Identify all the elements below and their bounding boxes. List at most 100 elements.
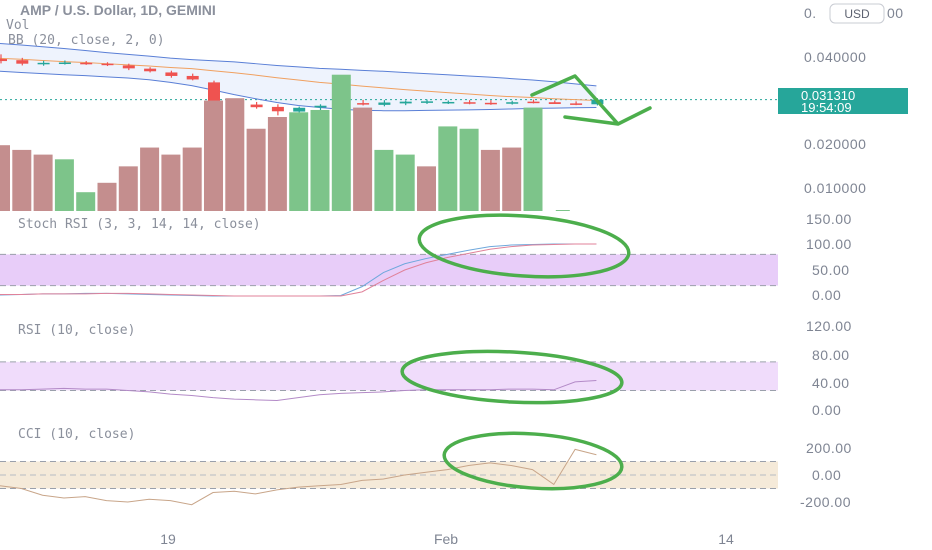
volume-bar <box>33 154 53 211</box>
cci-tick: 0.00 <box>812 467 841 483</box>
candle-body <box>570 103 583 105</box>
cci-highlight-ellipse <box>442 431 624 491</box>
volume-bar <box>97 182 117 211</box>
time-axis[interactable]: 19 Feb 14 <box>160 531 734 547</box>
bb-lower-band <box>0 70 597 112</box>
candle-body <box>357 103 370 105</box>
volume-bar <box>523 107 543 211</box>
stoch-rsi-label: Stoch RSI (3, 3, 14, 14, close) <box>18 217 261 232</box>
volume-bar <box>118 166 138 211</box>
candle-body <box>186 75 199 80</box>
last-price-value: 0.031310 <box>801 88 855 103</box>
price-axis[interactable]: 0. 00 0.040000 0.020000 0.010000 150.00 … <box>800 5 904 510</box>
indicator-panes <box>0 43 790 489</box>
volume-bar <box>161 154 181 211</box>
volume-bar <box>54 159 74 211</box>
rsi-label: RSI (10, close) <box>18 323 135 338</box>
volume-bar <box>374 149 394 211</box>
candle-body <box>37 62 50 65</box>
candle-body <box>506 102 519 104</box>
annotations <box>400 74 652 491</box>
time-tick: 19 <box>160 531 176 547</box>
last-price-box <box>778 88 908 114</box>
volume-bar <box>480 149 500 211</box>
currency-badge-label: USD <box>844 7 870 21</box>
cci-label: CCI (10, close) <box>18 427 135 442</box>
price-tick: 0.010000 <box>804 180 866 196</box>
candle-body <box>144 68 157 72</box>
candle-body <box>165 72 178 76</box>
price-tick: 0.020000 <box>804 136 866 152</box>
chart-marks <box>0 43 604 506</box>
volume-bar <box>140 147 160 211</box>
indicator-band <box>0 461 778 489</box>
volume-bar <box>12 149 32 211</box>
volume-bar <box>459 128 479 211</box>
currency-badge[interactable]: USD <box>829 3 885 24</box>
bb-basis-line <box>0 57 597 101</box>
candle-body <box>378 102 391 105</box>
candle-body <box>0 59 7 62</box>
stoch-tick: 0.00 <box>812 287 841 303</box>
bb-upper-band <box>0 43 597 87</box>
candle-body <box>80 62 93 65</box>
stoch-tick: 100.00 <box>806 236 852 252</box>
time-tick: Feb <box>434 531 458 547</box>
volume-bar <box>438 126 458 211</box>
volume-bar <box>353 107 373 211</box>
candle-body <box>527 101 540 104</box>
candle-body <box>16 60 29 64</box>
bar-countdown: 19:54:09 <box>801 100 852 115</box>
vol-label: Vol <box>6 18 29 33</box>
volume-bar <box>395 154 415 211</box>
volume-bar <box>289 112 309 211</box>
indicator-line <box>0 379 597 402</box>
candle-body <box>442 101 455 104</box>
bb-label: BB (20, close, 2, 0) <box>8 33 165 48</box>
time-tick: 14 <box>718 531 734 547</box>
candle-body <box>122 65 135 69</box>
stoch-tick: 150.00 <box>806 211 852 227</box>
price-tick: 0. <box>804 5 817 21</box>
candle-body <box>548 102 561 104</box>
candle-body <box>271 106 284 112</box>
indicator-line <box>0 448 597 506</box>
rsi-tick: 40.00 <box>812 375 850 391</box>
candle-body <box>314 105 327 108</box>
stoch-rsi-highlight-ellipse <box>417 213 631 279</box>
down-arrow-annotation <box>530 74 652 126</box>
candle-body <box>208 82 220 105</box>
volume-bar <box>310 109 330 211</box>
indicator-band <box>0 361 778 391</box>
volume-bar <box>225 98 245 211</box>
volume-bar <box>204 100 223 211</box>
volume-bar <box>0 145 10 211</box>
candle-body <box>463 102 476 104</box>
volume-bar <box>182 147 202 211</box>
volume-bar <box>267 117 287 211</box>
last-price-marker: 0.031310 19:54:09 <box>778 88 908 115</box>
volume-bar <box>76 192 96 211</box>
volume-bar <box>246 128 266 211</box>
price-tick: 0.040000 <box>804 49 866 65</box>
volume-bar <box>555 210 570 211</box>
candle-body <box>101 63 114 66</box>
indicator-line <box>0 243 597 297</box>
volume-bar <box>417 166 436 211</box>
cci-tick: -200.00 <box>800 494 851 510</box>
candle-body <box>399 101 412 104</box>
stoch-tick: 50.00 <box>812 262 850 278</box>
volume-bar <box>331 74 351 211</box>
rsi-tick: 0.00 <box>812 402 841 418</box>
chart-title: AMP / U.S. Dollar, 1D, GEMINI <box>20 2 216 18</box>
volume-bar <box>502 147 522 211</box>
cci-tick: 200.00 <box>806 440 852 456</box>
bb-fill <box>0 43 597 111</box>
candle-body <box>293 107 306 112</box>
candle-body <box>58 62 71 65</box>
rsi-highlight-ellipse <box>400 349 624 405</box>
candle-body <box>421 101 433 103</box>
price-tick: 00 <box>887 5 904 21</box>
rsi-tick: 120.00 <box>806 318 852 334</box>
